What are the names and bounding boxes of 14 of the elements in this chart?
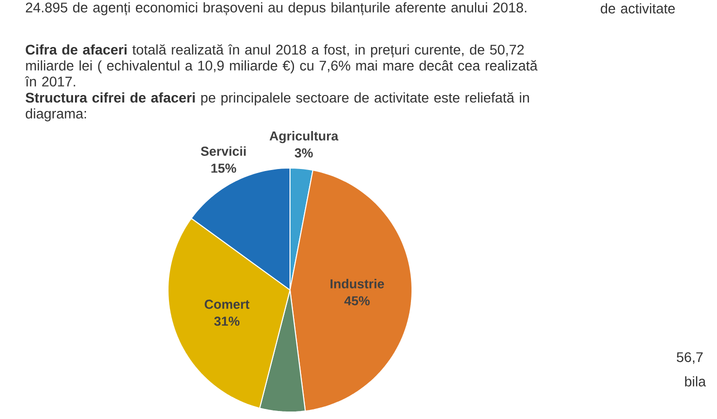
data-label: 3% — [294, 148, 313, 158]
data-label: 31% — [214, 316, 240, 326]
text: 56,7 — [676, 352, 703, 364]
text: bila — [685, 376, 706, 386]
text: 24.895 de agenți economici brașoveni au depus bilanțurile aferente anului 2018. — [26, 2, 526, 16]
data-label: 45% — [344, 296, 370, 306]
slice-label: Industrie — [330, 278, 384, 288]
chart-title: Structura cifrei de afaceri pe principalele sectoare de activitate este reliefată in diagrama: — [26, 92, 529, 122]
slice-label: Agricultura — [270, 131, 338, 144]
text: Cifra de afaceri totală realizată în anul 2018 a fost, in prețuri curente, de 50,72 miliarde lei ( echivalentul a 10,9 miliarde €) cu 7,6% mai mare decât cea realizată în 2017. — [24, 44, 538, 87]
data-label: 15% — [211, 164, 236, 173]
text: de activitate — [600, 3, 675, 14]
slice-label: Comert — [204, 300, 250, 309]
slice-label: Servicii — [200, 146, 246, 156]
